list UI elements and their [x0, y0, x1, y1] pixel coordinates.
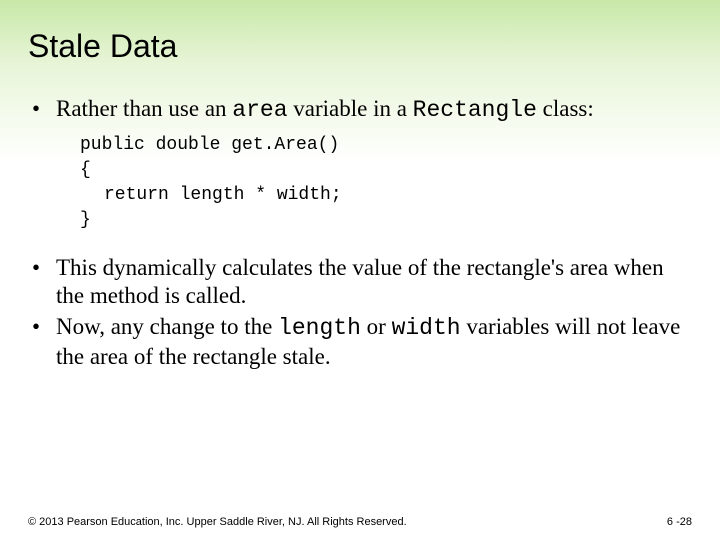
bullet-3-text-b: or	[361, 314, 392, 339]
footer-copyright: © 2013 Pearson Education, Inc. Upper Sad…	[28, 516, 407, 528]
code-line-1: public double get.Area()	[80, 133, 690, 158]
bullet-1-text-b: variable in a	[288, 96, 413, 121]
bullet-3-code-a: length	[278, 315, 361, 341]
code-line-3: return length * width;	[80, 183, 690, 208]
bullet-3: Now, any change to the length or width v…	[30, 313, 690, 372]
bullet-1-text-c: class:	[537, 96, 594, 121]
code-block: public double get.Area(){return length *…	[30, 133, 690, 234]
bullet-3-text-a: Now, any change to the	[56, 314, 278, 339]
slide-content: Rather than use an area variable in a Re…	[0, 65, 720, 372]
bullet-1-code-a: area	[232, 97, 287, 123]
bullet-2-text: This dynamically calculates the value of…	[56, 255, 664, 309]
code-line-2: {	[80, 158, 690, 183]
slide-title: Stale Data	[0, 0, 720, 65]
bullet-1-code-b: Rectangle	[413, 97, 537, 123]
bullet-list-2: This dynamically calculates the value of…	[30, 254, 690, 372]
bullet-3-code-b: width	[392, 315, 461, 341]
bullet-2: This dynamically calculates the value of…	[30, 254, 690, 312]
bullet-list: Rather than use an area variable in a Re…	[30, 95, 690, 125]
page-number: 6 -28	[667, 516, 692, 528]
bullet-1: Rather than use an area variable in a Re…	[30, 95, 690, 125]
bullet-1-text-a: Rather than use an	[56, 96, 232, 121]
code-line-4: }	[80, 208, 690, 233]
